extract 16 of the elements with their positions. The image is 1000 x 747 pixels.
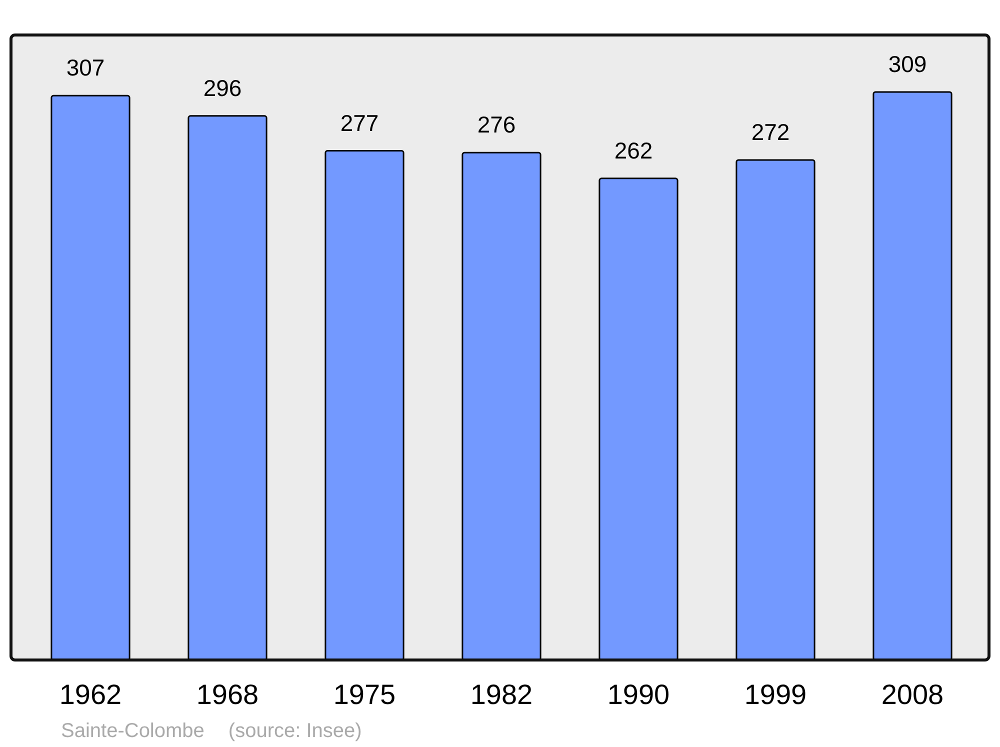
x-tick-label: 1990 — [607, 679, 670, 710]
x-tick-label: 1968 — [196, 679, 259, 710]
x-tick-label: 1982 — [470, 679, 533, 710]
x-tick-label: 1999 — [744, 679, 807, 710]
data-label: 276 — [477, 112, 516, 138]
data-label: 262 — [614, 137, 653, 164]
text: (source: Insee) — [228, 720, 362, 742]
x-tick-label: 2008 — [881, 679, 944, 710]
data-label: 307 — [66, 54, 105, 81]
x-tick-label: 1962 — [59, 679, 122, 710]
data-label: 296 — [203, 74, 242, 101]
x-tick-label: 1975 — [333, 679, 396, 710]
data-label: 277 — [340, 110, 379, 136]
data-label: 309 — [888, 50, 927, 77]
data-label: 272 — [751, 119, 790, 145]
text: Sainte-Colombe — [61, 720, 204, 742]
